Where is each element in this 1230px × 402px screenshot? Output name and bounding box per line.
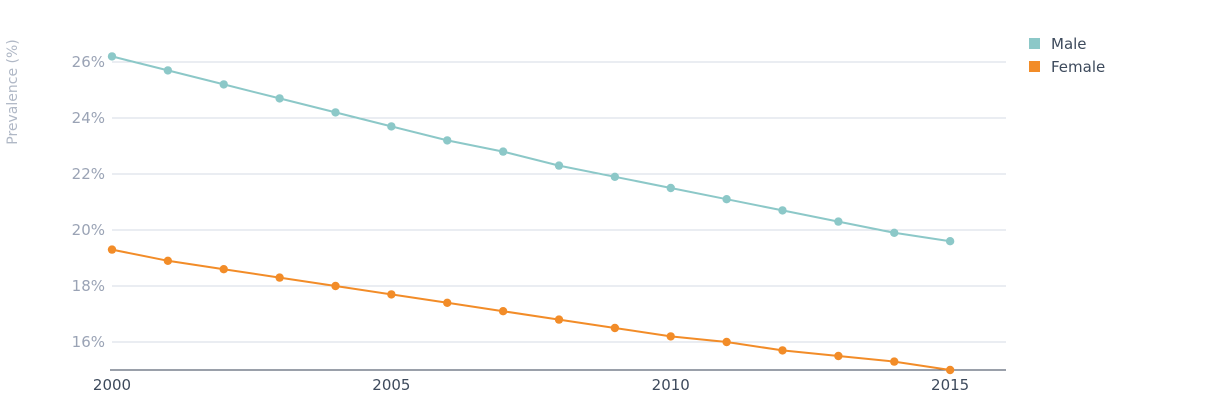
- gridlines: [112, 61, 1006, 343]
- point-male-2012[interactable]: [778, 206, 787, 215]
- legend-item-male[interactable]: Male: [1029, 32, 1105, 55]
- y-axis-label: Prevalence (%): [5, 39, 21, 145]
- point-female-2002[interactable]: [219, 265, 228, 274]
- x-tick-2010: 2010: [652, 376, 690, 394]
- point-female-2012[interactable]: [778, 346, 787, 355]
- point-male-2002[interactable]: [219, 80, 228, 89]
- point-female-2001[interactable]: [163, 256, 173, 265]
- point-female-2004[interactable]: [331, 281, 340, 291]
- legend-item-female[interactable]: Female: [1029, 55, 1105, 78]
- point-female-2000[interactable]: [107, 245, 117, 254]
- point-male-2005[interactable]: [387, 122, 396, 131]
- point-male-2006[interactable]: [443, 136, 452, 145]
- x-tick-labels: 2000 2005 2010 2015: [93, 376, 969, 394]
- y-tick-16: 16%: [72, 333, 105, 351]
- point-male-2010[interactable]: [666, 183, 675, 193]
- legend-label-male: Male: [1051, 34, 1087, 53]
- point-female-2003[interactable]: [275, 273, 284, 282]
- point-male-2009[interactable]: [610, 172, 620, 181]
- x-tick-2015: 2015: [931, 376, 969, 394]
- point-female-2006[interactable]: [443, 298, 452, 307]
- point-female-2013[interactable]: [834, 351, 843, 361]
- point-female-2014[interactable]: [890, 357, 899, 366]
- y-tick-24: 24%: [72, 109, 105, 127]
- point-male-2011[interactable]: [722, 195, 731, 204]
- series-male: [107, 52, 955, 246]
- legend-swatch-male: [1029, 38, 1040, 49]
- legend: Male Female: [1029, 32, 1105, 78]
- point-female-2015[interactable]: [945, 365, 955, 375]
- x-tick-2000: 2000: [93, 376, 131, 394]
- point-male-2003[interactable]: [275, 94, 284, 103]
- point-male-2014[interactable]: [890, 228, 899, 237]
- point-male-2015[interactable]: [945, 237, 955, 246]
- y-tick-20: 20%: [72, 221, 105, 239]
- point-male-2004[interactable]: [331, 108, 340, 117]
- point-female-2008[interactable]: [554, 315, 564, 324]
- point-female-2010[interactable]: [666, 332, 675, 341]
- point-female-2009[interactable]: [610, 323, 620, 333]
- point-male-2013[interactable]: [834, 217, 843, 226]
- legend-label-female: Female: [1051, 57, 1106, 76]
- y-tick-labels: 16% 18% 20% 22% 24% 26%: [72, 53, 105, 351]
- y-tick-18: 18%: [72, 277, 105, 295]
- series-female: [107, 245, 955, 375]
- point-male-2000[interactable]: [107, 52, 117, 61]
- series-group: [107, 52, 955, 375]
- point-male-2007[interactable]: [498, 147, 508, 156]
- x-tick-2005: 2005: [372, 376, 410, 394]
- point-female-2007[interactable]: [498, 307, 508, 316]
- legend-swatch-female: [1029, 61, 1040, 72]
- point-female-2005[interactable]: [387, 290, 396, 299]
- y-tick-26: 26%: [72, 53, 105, 71]
- series-line-female: [111, 248, 951, 371]
- point-male-2008[interactable]: [554, 161, 564, 170]
- series-line-male: [111, 55, 951, 243]
- point-female-2011[interactable]: [722, 337, 731, 347]
- y-tick-22: 22%: [72, 165, 105, 183]
- point-male-2001[interactable]: [163, 66, 173, 75]
